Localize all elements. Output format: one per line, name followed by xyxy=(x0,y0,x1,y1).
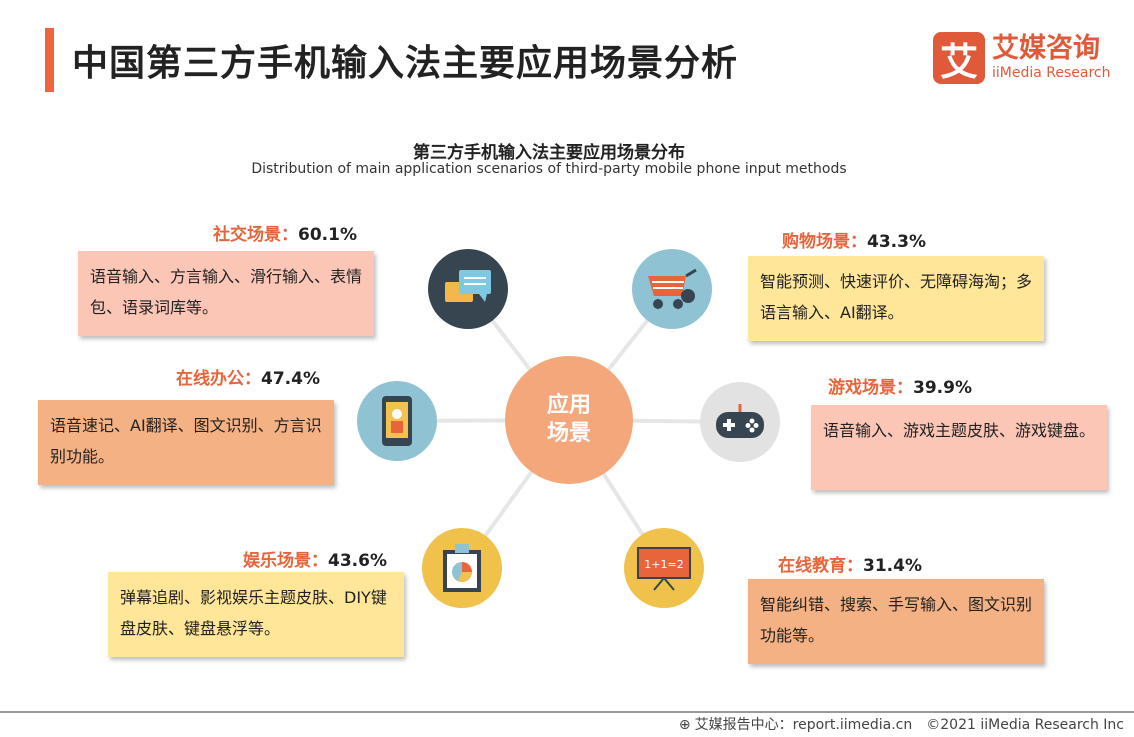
footer-divider xyxy=(0,711,1134,713)
scenario-label-entertainment: 娱乐场景：43.6% xyxy=(243,551,387,571)
scenario-desc-game: 语音输入、游戏主题皮肤、游戏键盘。 xyxy=(811,405,1107,490)
scenario-desc-shopping: 智能预测、快速评价、无障碍海淘；多语言输入、AI翻译。 xyxy=(748,256,1044,341)
chart-subtitle: Distribution of main application scenari… xyxy=(251,161,847,177)
blackboard-icon: 1+1=2 xyxy=(624,528,704,608)
chart-title: 第三方手机输入法主要应用场景分布 xyxy=(413,143,685,163)
scenario-desc-entertainment: 弹幕追剧、影视娱乐主题皮肤、DIY键盘皮肤、键盘悬浮等。 xyxy=(108,572,404,657)
logo-en: iiMedia Research xyxy=(992,65,1111,81)
scenario-desc-office: 语音速记、AI翻译、图文识别、方言识别功能。 xyxy=(38,400,334,485)
shopping-cart-icon xyxy=(632,249,712,329)
scenario-label-education: 在线教育：31.4% xyxy=(778,556,922,576)
scenario-label-office: 在线办公：47.4% xyxy=(176,369,320,389)
footer-source: 艾媒报告中心：report.iimedia.cn xyxy=(694,717,913,733)
chat-bubbles-icon xyxy=(428,249,508,329)
center-circle: 应用 场景 xyxy=(505,356,633,484)
scenario-label-shopping: 购物场景：43.3% xyxy=(782,232,926,252)
gamepad-icon xyxy=(700,382,780,462)
pie-chart-board-icon xyxy=(422,528,502,608)
scenario-desc-social: 语音输入、方言输入、滑行输入、表情包、语录词库等。 xyxy=(78,251,374,336)
center-text: 场景 xyxy=(546,421,591,446)
center-text: 应用 xyxy=(546,393,591,418)
svg-text:1+1=2: 1+1=2 xyxy=(644,558,683,571)
logo: 艾 艾媒咨询 iiMedia Research xyxy=(933,32,1111,84)
scenario-label-game: 游戏场景：39.9% xyxy=(828,378,972,398)
logo-mark: 艾 xyxy=(933,32,985,84)
page-title: 中国第三方手机输入法主要应用场景分析 xyxy=(72,43,739,84)
scenario-desc-education: 智能纠错、搜索、手写输入、图文识别功能等。 xyxy=(748,579,1044,664)
footer-copyright: ©2021 iiMedia Research Inc xyxy=(926,717,1124,733)
scenario-label-social: 社交场景：60.1% xyxy=(213,225,357,245)
title-accent-bar xyxy=(45,28,54,92)
smartphone-icon xyxy=(357,381,437,461)
globe-icon: ⊕ xyxy=(678,717,691,733)
logo-cn: 艾媒咨询 xyxy=(992,33,1100,64)
footer: ⊕ 艾媒报告中心：report.iimedia.cn ©2021 iiMedia R… xyxy=(665,714,1124,734)
